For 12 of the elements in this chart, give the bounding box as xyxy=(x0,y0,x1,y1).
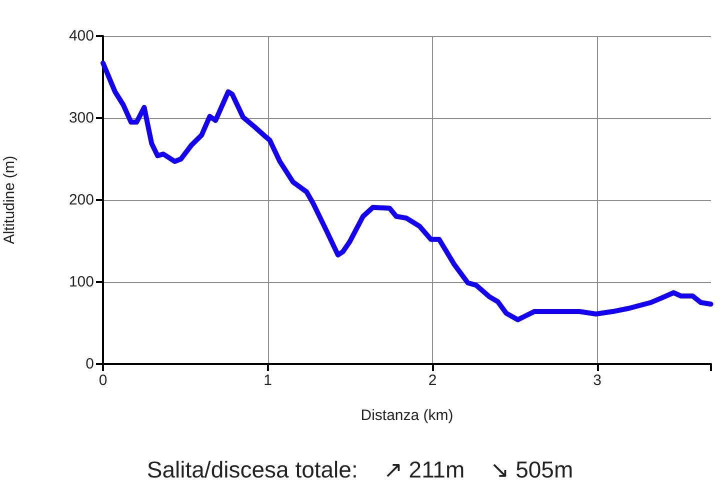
text: Salita/discesa totale: ↗ 211m ↘ 505m xyxy=(146,456,574,482)
y-tick-label: 300 xyxy=(68,110,94,126)
y-axis-title: Altitudine (m) xyxy=(1,156,18,244)
y-tick-label: 400 xyxy=(68,28,94,44)
x-axis-title: Distanza (km) xyxy=(360,407,454,424)
y-tick-label: 0 xyxy=(86,356,94,372)
x-tick-label: 2 xyxy=(428,372,437,389)
x-tick-label: 1 xyxy=(264,372,272,389)
y-tick-label: 200 xyxy=(68,192,94,208)
y-tick-label: 100 xyxy=(68,274,94,290)
x-tick-label: 3 xyxy=(593,372,602,389)
x-tick-label: 0 xyxy=(98,372,108,389)
